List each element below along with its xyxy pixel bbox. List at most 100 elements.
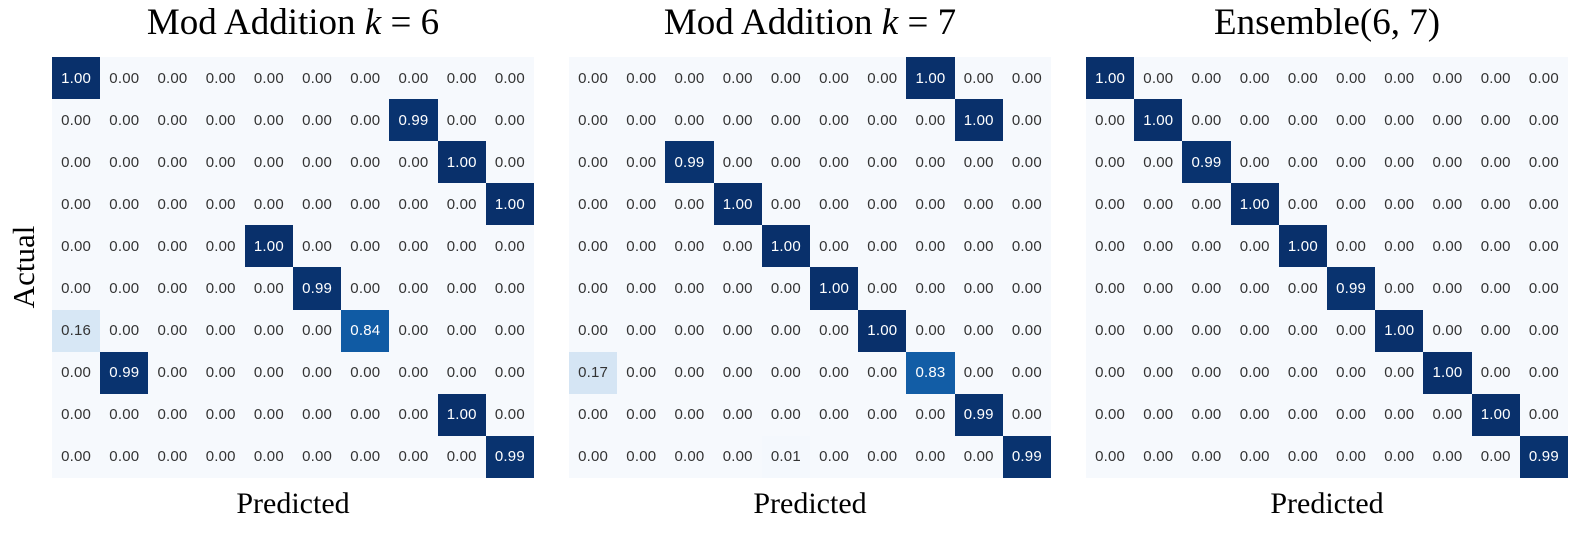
matrix-cell-r0c4: 0.00 (244, 57, 293, 100)
matrix-cell-r8c2: 0.00 (1182, 393, 1231, 436)
matrix-cell-r3c8: 0.00 (437, 183, 486, 226)
matrix-cell-r9c2: 0.00 (148, 435, 197, 478)
matrix-cell-r8c9: 0.00 (1002, 393, 1051, 436)
matrix-cell-r9c0: 0.00 (1086, 435, 1135, 478)
matrix-cell-r8c1: 0.00 (617, 393, 666, 436)
matrix-cell-r6c6: 0.84 (341, 309, 390, 352)
matrix-cell-r6c0: 0.00 (569, 309, 618, 352)
matrix-cell-r1c4: 0.00 (1278, 99, 1327, 142)
matrix-cell-r1c3: 0.00 (196, 99, 245, 142)
matrix-cell-r5c8: 0.00 (954, 267, 1003, 310)
matrix-cell-r5c3: 0.00 (196, 267, 245, 310)
matrix-cell-r0c7: 1.00 (906, 57, 955, 100)
matrix-cell-r2c9: 0.00 (485, 141, 534, 184)
matrix-cell-r8c3: 0.00 (713, 393, 762, 436)
matrix-cell-r2c8: 1.00 (437, 141, 486, 184)
matrix-cell-r1c5: 0.00 (1327, 99, 1376, 142)
matrix-cell-r6c2: 0.00 (665, 309, 714, 352)
matrix-cell-r5c7: 0.00 (906, 267, 955, 310)
matrix-cell-r3c3: 1.00 (713, 183, 762, 226)
matrix-cell-r8c5: 0.00 (293, 393, 342, 436)
matrix-cell-r4c5: 0.00 (810, 225, 859, 268)
matrix-cell-r7c6: 0.00 (1375, 351, 1424, 394)
matrix-cell-r0c1: 0.00 (100, 57, 149, 100)
matrix-cell-r0c6: 0.00 (1375, 57, 1424, 100)
matrix-cell-r6c7: 0.00 (389, 309, 438, 352)
matrix-cell-r7c4: 0.00 (761, 351, 810, 394)
matrix-cell-r1c1: 1.00 (1134, 99, 1183, 142)
matrix-cell-r5c4: 0.00 (244, 267, 293, 310)
matrix-cell-r7c1: 0.00 (1134, 351, 1183, 394)
matrix-cell-r3c5: 0.00 (810, 183, 859, 226)
matrix-cell-r9c7: 0.00 (1423, 435, 1472, 478)
matrix-cell-r6c2: 0.00 (1182, 309, 1231, 352)
matrix-cell-r7c3: 0.00 (196, 351, 245, 394)
matrix-cell-r9c9: 0.99 (485, 435, 534, 478)
matrix-cell-r2c9: 0.00 (1002, 141, 1051, 184)
matrix-cell-r0c2: 0.00 (1182, 57, 1231, 100)
matrix-cell-r7c3: 0.00 (1230, 351, 1279, 394)
matrix-cell-r7c8: 0.00 (437, 351, 486, 394)
matrix-cell-r3c9: 0.00 (1519, 183, 1568, 226)
matrix-cell-r4c7: 0.00 (389, 225, 438, 268)
matrix-cell-r4c4: 1.00 (244, 225, 293, 268)
matrix-cell-r0c8: 0.00 (1471, 57, 1520, 100)
matrix-cell-r0c0: 1.00 (52, 57, 101, 100)
matrix-cell-r8c9: 0.00 (485, 393, 534, 436)
matrix-cell-r4c0: 0.00 (569, 225, 618, 268)
matrix-cell-r9c3: 0.00 (713, 435, 762, 478)
matrix-cell-r4c4: 1.00 (761, 225, 810, 268)
matrix-cell-r8c7: 0.00 (906, 393, 955, 436)
title-text: = 6 (381, 2, 440, 43)
matrix-cell-r3c1: 0.00 (617, 183, 666, 226)
matrix-cell-r4c8: 0.00 (954, 225, 1003, 268)
matrix-cell-r2c4: 0.00 (244, 141, 293, 184)
matrix-cell-r4c6: 0.00 (1375, 225, 1424, 268)
matrix-cell-r6c7: 0.00 (1423, 309, 1472, 352)
matrix-cell-r9c2: 0.00 (665, 435, 714, 478)
matrix-cell-r3c9: 0.00 (1002, 183, 1051, 226)
matrix-cell-r9c6: 0.00 (1375, 435, 1424, 478)
matrix-cell-r8c6: 0.00 (1375, 393, 1424, 436)
matrix-cell-r1c4: 0.00 (244, 99, 293, 142)
matrix-cell-r1c5: 0.00 (810, 99, 859, 142)
matrix-cell-r4c3: 0.00 (1230, 225, 1279, 268)
matrix-cell-r9c7: 0.00 (906, 435, 955, 478)
matrix-cell-r3c7: 0.00 (389, 183, 438, 226)
matrix-cell-r2c8: 0.00 (1471, 141, 1520, 184)
matrix-cell-r0c6: 0.00 (858, 57, 907, 100)
matrix-cell-r4c0: 0.00 (52, 225, 101, 268)
matrix-cell-r2c9: 0.00 (1519, 141, 1568, 184)
matrix-cell-r7c3: 0.00 (713, 351, 762, 394)
matrix-cell-r5c0: 0.00 (569, 267, 618, 310)
matrix-cell-r1c9: 0.00 (485, 99, 534, 142)
matrix-cell-r0c2: 0.00 (148, 57, 197, 100)
y-axis-label: Actual (6, 225, 41, 309)
matrix-cell-r4c2: 0.00 (665, 225, 714, 268)
matrix-cell-r9c6: 0.00 (858, 435, 907, 478)
matrix-cell-r7c0: 0.00 (1086, 351, 1135, 394)
matrix-cell-r2c4: 0.00 (1278, 141, 1327, 184)
matrix-cell-r2c7: 0.00 (389, 141, 438, 184)
confusion-matrix-grid: 0.00 0.00 0.00 0.00 0.00 0.00 0.00 1.00 0.00 0.00… (569, 57, 1051, 478)
matrix-cell-r5c0: 0.00 (52, 267, 101, 310)
matrix-cell-r2c6: 0.00 (858, 141, 907, 184)
matrix-cell-r9c8: 0.00 (437, 435, 486, 478)
matrix-cell-r5c2: 0.00 (1182, 267, 1231, 310)
matrix-cell-r9c1: 0.00 (100, 435, 149, 478)
matrix-cell-r3c1: 0.00 (1134, 183, 1183, 226)
heatmap-panel-1: Mod Addition k = 6 1.00 0.00 0.00 0.00 0.00 0.… (52, 0, 534, 530)
matrix-cell-r8c2: 0.00 (665, 393, 714, 436)
matrix-cell-r3c6: 0.00 (858, 183, 907, 226)
matrix-cell-r9c3: 0.00 (1230, 435, 1279, 478)
matrix-cell-r4c9: 0.00 (1519, 225, 1568, 268)
matrix-cell-r8c5: 0.00 (1327, 393, 1376, 436)
matrix-cell-r1c4: 0.00 (761, 99, 810, 142)
matrix-cell-r3c3: 1.00 (1230, 183, 1279, 226)
matrix-cell-r5c1: 0.00 (617, 267, 666, 310)
matrix-cell-r9c5: 0.00 (1327, 435, 1376, 478)
matrix-cell-r6c5: 0.00 (810, 309, 859, 352)
matrix-cell-r3c3: 0.00 (196, 183, 245, 226)
matrix-cell-r5c6: 0.00 (341, 267, 390, 310)
matrix-cell-r2c5: 0.00 (1327, 141, 1376, 184)
